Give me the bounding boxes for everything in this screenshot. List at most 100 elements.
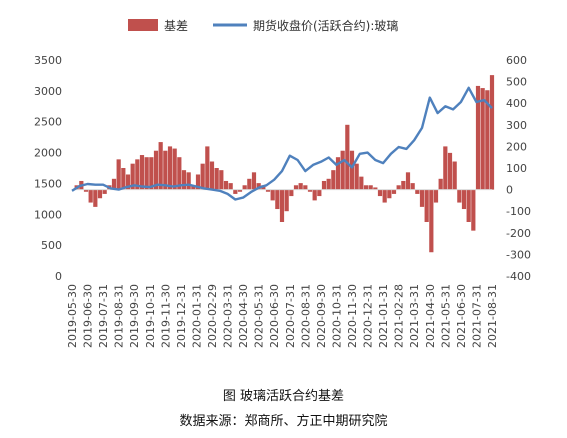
x-tick-label: 2020-07-31: [284, 284, 297, 348]
basis-bar: [279, 189, 285, 222]
x-tick-label: 2019-12-31: [175, 284, 188, 348]
basis-bar: [396, 185, 401, 190]
basis-bar: [228, 183, 233, 190]
basis-bar: [298, 183, 303, 190]
figure-source: 数据来源：郑商所、方正中期研究院: [179, 414, 388, 429]
basis-bar: [377, 189, 383, 197]
basis-bar: [163, 150, 168, 190]
basis-futures-chart: 基差 期货收盘价(活跃合约):玻璃 05001000150020002500300…: [34, 18, 531, 348]
basis-bar: [363, 185, 369, 190]
basis-bar: [181, 170, 187, 190]
left-tick-label: 2500: [34, 116, 62, 129]
right-tick-label: -100: [506, 205, 531, 218]
x-tick-label: 2021-08-31: [486, 284, 499, 348]
basis-bar: [382, 189, 387, 203]
right-y-axis: -400 -300 -200 -100 0 100 200 300 400 500 600: [506, 54, 531, 283]
x-tick-label: 2019-05-30: [66, 284, 79, 348]
basis-bar: [331, 170, 336, 190]
x-tick-label: 2020-06-30: [268, 284, 281, 348]
basis-bar: [186, 172, 191, 190]
basis-bar: [139, 155, 145, 190]
basis-bar: [223, 180, 229, 190]
right-tick-label: 300: [506, 119, 527, 132]
basis-bar: [471, 189, 476, 231]
right-tick-label: 600: [506, 54, 527, 67]
basis-bar: [172, 148, 177, 190]
legend: 基差 期货收盘价(活跃合约):玻璃: [128, 18, 398, 33]
x-tick-label: 2019-10-31: [144, 284, 157, 348]
legend-label-basis: 基差: [164, 19, 188, 33]
x-tick-label: 2020-02-29: [206, 284, 219, 348]
x-tick-label: 2019-07-31: [97, 284, 110, 348]
basis-bar: [452, 161, 457, 190]
x-tick-label: 2020-09-30: [315, 284, 328, 348]
basis-bar: [293, 185, 299, 190]
basis-bar: [489, 75, 495, 190]
x-tick-label: 2020-12-31: [362, 284, 375, 348]
basis-bar: [368, 185, 373, 190]
x-tick-label: 2021-04-30: [424, 284, 437, 348]
basis-bar: [410, 183, 415, 190]
basis-bar: [303, 185, 308, 190]
left-tick-label: 2000: [34, 147, 62, 160]
basis-bar: [247, 178, 252, 190]
basis-bar: [359, 176, 364, 190]
basis-bar: [438, 178, 443, 190]
left-tick-label: 1500: [34, 177, 62, 190]
left-tick-label: 500: [41, 239, 62, 252]
x-tick-label: 2019-06-30: [82, 284, 95, 348]
basis-bar: [191, 185, 196, 190]
basis-bar: [457, 189, 462, 203]
right-tick-label: -300: [506, 248, 531, 261]
legend-label-futures: 期货收盘价(活跃合约):玻璃: [253, 18, 398, 33]
right-tick-label: 500: [506, 76, 527, 89]
basis-bar: [335, 157, 341, 190]
basis-bar: [209, 161, 215, 190]
left-tick-label: 3000: [34, 85, 62, 98]
basis-bar: [387, 189, 392, 199]
basis-bar: [121, 168, 126, 190]
basis-bar: [97, 189, 103, 199]
basis-bar: [205, 146, 210, 190]
x-tick-label: 2020-03-31: [222, 284, 235, 348]
basis-bar: [242, 185, 247, 190]
right-tick-label: -400: [506, 270, 531, 283]
basis-bar: [158, 142, 163, 190]
basis-bar: [391, 189, 397, 194]
basis-bar: [153, 150, 159, 190]
x-tick-label: 2019-09-30: [128, 284, 141, 348]
left-tick-label: 0: [55, 270, 62, 283]
right-tick-label: 400: [506, 97, 527, 110]
basis-bar: [419, 189, 425, 207]
basis-bar: [433, 189, 439, 203]
basis-bar: [345, 124, 350, 190]
x-tick-label: 2021-03-31: [408, 284, 421, 348]
basis-bar: [219, 170, 224, 190]
figure-caption: 图 玻璃活跃合约基差: [222, 389, 345, 404]
right-tick-label: 200: [506, 140, 527, 153]
basis-bar: [312, 189, 317, 201]
x-tick-label: 2021-01-31: [377, 284, 390, 348]
left-tick-label: 3500: [34, 54, 62, 67]
basis-bar: [200, 163, 205, 190]
basis-bar: [475, 85, 481, 190]
basis-bar: [326, 178, 331, 190]
basis-bar: [256, 183, 261, 190]
futures-price-line: [71, 86, 493, 201]
basis-bar: [405, 172, 411, 190]
basis-bar: [321, 180, 327, 190]
x-tick-label: 2021-07-31: [470, 284, 483, 348]
basis-bar: [424, 189, 429, 222]
x-axis: 2019-05-30 2019-06-30 2019-07-31 2019-08-31…: [66, 284, 499, 348]
basis-bar: [340, 150, 345, 190]
x-tick-label: 2021-02-28: [393, 284, 406, 348]
x-tick-label: 2021-05-31: [439, 284, 452, 348]
basis-bar: [461, 189, 467, 210]
basis-bar: [214, 168, 219, 190]
basis-bar: [349, 150, 355, 190]
basis-bar: [167, 146, 173, 190]
right-tick-label: 0: [506, 184, 513, 197]
left-tick-label: 1000: [34, 208, 62, 221]
basis-bar: [233, 189, 238, 194]
basis-bar: [275, 189, 280, 210]
